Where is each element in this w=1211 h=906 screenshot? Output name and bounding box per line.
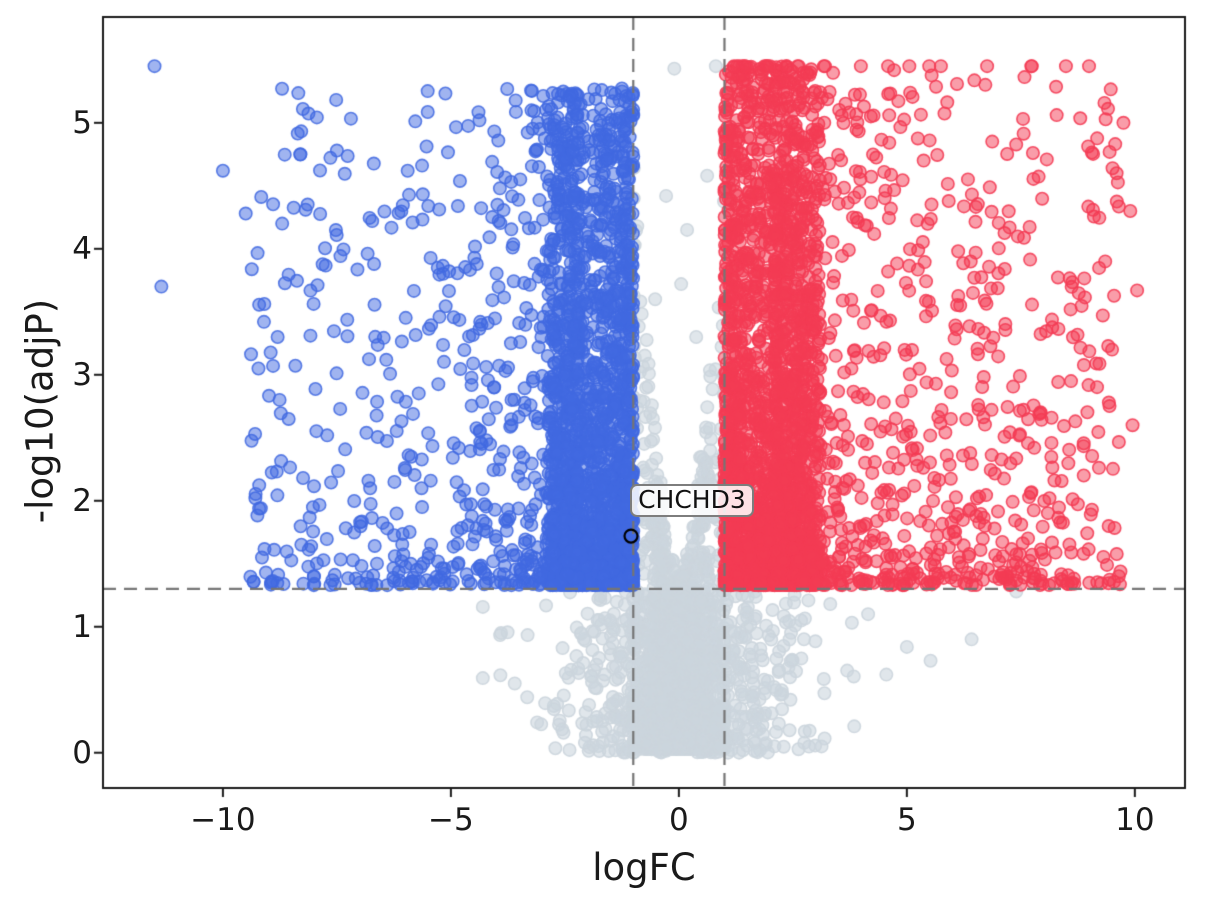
y-tick-label: 2: [72, 482, 92, 519]
x-axis-label: logFC: [592, 846, 696, 889]
x-tick-label: −10: [190, 802, 256, 838]
x-tick-label: −5: [428, 802, 474, 838]
y-tick-label: 1: [72, 608, 92, 645]
y-tick-label: 0: [72, 734, 92, 771]
x-tick-label: 0: [669, 802, 689, 838]
y-tick-label: 3: [72, 356, 92, 393]
y-axis-label: -log10(adjP): [18, 298, 62, 523]
x-tick-label: 5: [896, 802, 917, 838]
x-tick-label: 10: [1115, 802, 1155, 838]
y-tick-label: 4: [72, 230, 92, 267]
y-tick-label: 5: [72, 104, 92, 141]
gene-annotation-label: CHCHD3: [630, 484, 754, 518]
